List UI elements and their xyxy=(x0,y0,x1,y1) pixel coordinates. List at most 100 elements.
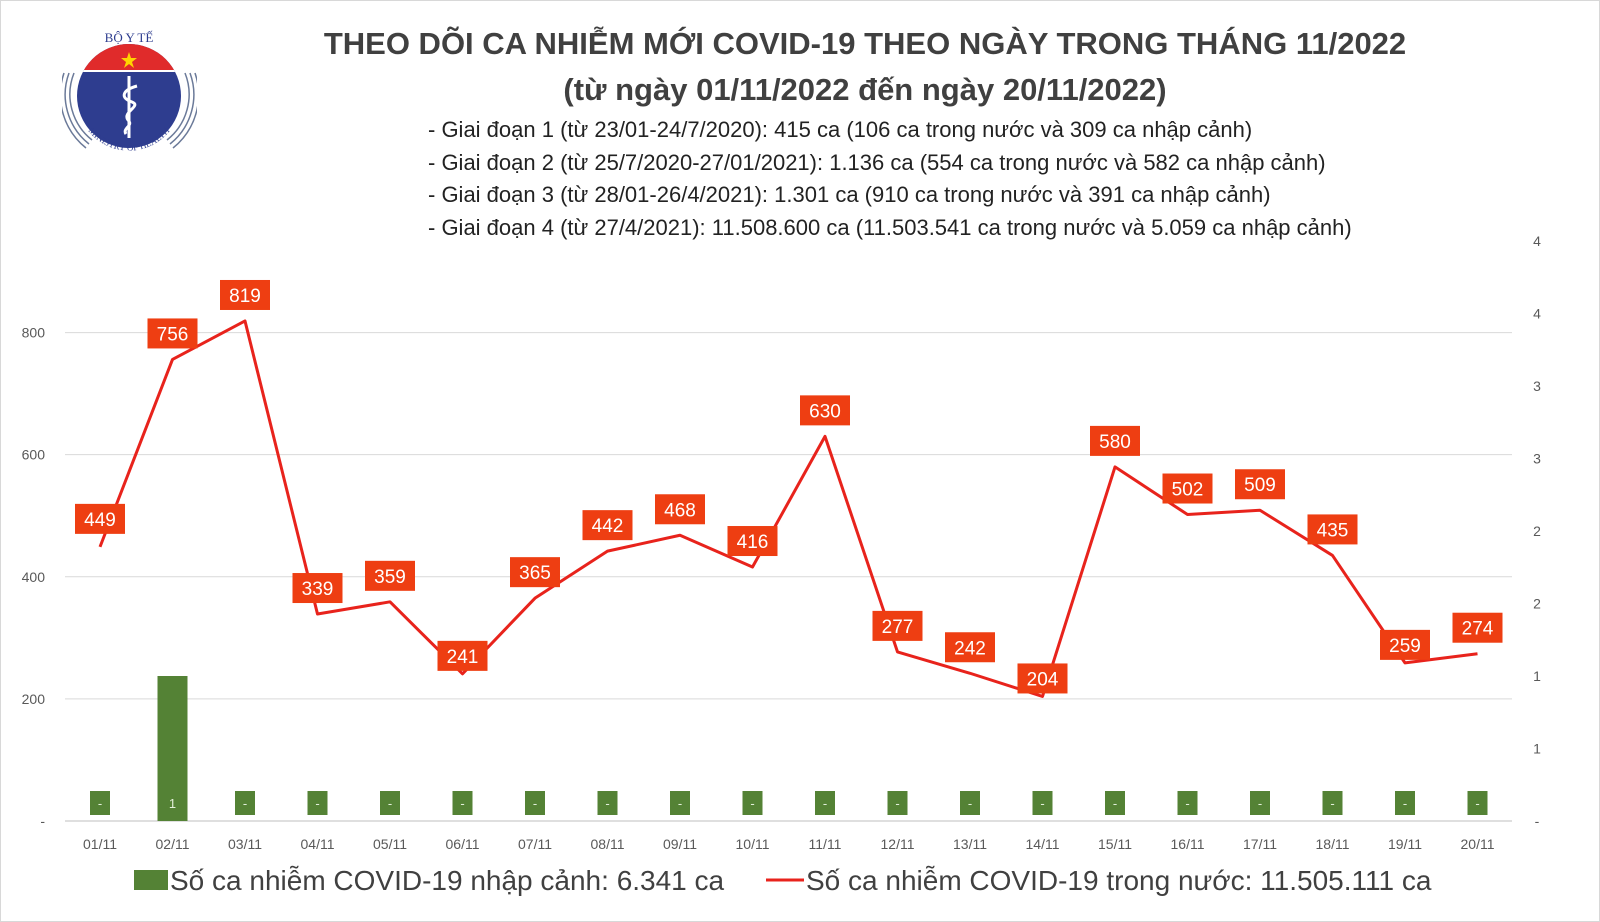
import-bar-label: - xyxy=(1475,796,1479,811)
import-bar-label-bg xyxy=(525,791,545,815)
import-bar-label: - xyxy=(1040,796,1044,811)
right-axis-tick: 1 xyxy=(1533,668,1541,684)
domestic-data-label-bg xyxy=(872,610,923,641)
domestic-data-label: 819 xyxy=(229,286,261,307)
domestic-data-label-bg xyxy=(1162,473,1213,504)
stage-1: - Giai đoạn 1 (từ 23/01-24/7/2020): 415 … xyxy=(428,117,1253,142)
domestic-data-label: 630 xyxy=(809,401,841,422)
import-bar-label: - xyxy=(243,796,247,811)
left-axis-tick: 800 xyxy=(22,325,46,341)
x-axis-tick: 06/11 xyxy=(446,836,480,852)
x-axis-tick: 14/11 xyxy=(1026,836,1060,852)
import-bar-label-bg xyxy=(960,791,980,815)
domestic-data-label-bg xyxy=(292,573,343,604)
chart-title: THEO DÕI CA NHIỄM MỚI COVID-19 THEO NGÀY… xyxy=(323,26,1407,61)
import-bar-label: - xyxy=(605,796,609,811)
domestic-data-label-bg xyxy=(510,557,560,588)
import-bar-label: - xyxy=(533,796,537,811)
domestic-data-label: 259 xyxy=(1389,636,1421,657)
x-axis-tick: 16/11 xyxy=(1171,836,1205,852)
x-axis-tick: 09/11 xyxy=(663,836,697,852)
import-bar-label-bg xyxy=(90,791,110,815)
import-bar-label: - xyxy=(1185,796,1189,811)
import-bar-label: - xyxy=(968,796,972,811)
import-bar-label-bg xyxy=(815,791,835,815)
x-axis-tick: 11/11 xyxy=(809,836,842,852)
x-axis-tick: 12/11 xyxy=(881,836,915,852)
domestic-data-label: 449 xyxy=(84,510,116,531)
import-bar-label-bg xyxy=(1467,791,1488,815)
import-bar-label-bg xyxy=(235,791,255,815)
domestic-data-label-bg xyxy=(147,318,198,349)
right-axis-tick: 4 xyxy=(1533,306,1541,322)
stage-summary: - Giai đoạn 1 (từ 23/01-24/7/2020): 415 … xyxy=(428,114,1352,244)
domestic-data-label: 502 xyxy=(1172,480,1204,501)
import-bar-label: - xyxy=(98,796,102,811)
domestic-data-label: 442 xyxy=(592,516,624,537)
import-bar-label: - xyxy=(315,796,319,811)
domestic-data-label: 580 xyxy=(1099,432,1131,453)
import-bar-label: - xyxy=(388,796,392,811)
import-bar-label: - xyxy=(823,796,827,811)
domestic-data-label: 756 xyxy=(157,324,189,345)
import-bar-label: - xyxy=(1403,796,1407,811)
x-axis-tick: 13/11 xyxy=(953,836,987,852)
domestic-data-label: 509 xyxy=(1244,475,1276,496)
domestic-data-label: 365 xyxy=(519,563,551,584)
left-axis-tick: - xyxy=(40,813,45,829)
domestic-line xyxy=(98,319,1478,698)
x-axis-tick: 02/11 xyxy=(156,836,190,852)
domestic-data-label-bg xyxy=(1017,663,1068,694)
import-bar-label-bg xyxy=(380,791,400,815)
domestic-data-label: 241 xyxy=(447,647,479,668)
domestic-data-label: 359 xyxy=(374,567,406,588)
domestic-data-label: 339 xyxy=(302,579,334,600)
import-bar-label-bg xyxy=(307,791,328,815)
import-bar-label-bg xyxy=(162,791,183,815)
import-bar-label: - xyxy=(678,796,682,811)
legend-swatch-import xyxy=(134,870,168,890)
import-bar-label-bg xyxy=(1322,791,1343,815)
import-bar-label-bg xyxy=(1177,791,1198,815)
domestic-data-label-bg xyxy=(1452,612,1503,643)
x-axis-tick: 03/11 xyxy=(228,836,262,852)
domestic-data-label: 242 xyxy=(954,638,986,659)
x-axis-tick: 19/11 xyxy=(1388,836,1422,852)
domestic-data-label-bg xyxy=(220,279,270,310)
import-bar-label-bg xyxy=(452,791,473,815)
domestic-data-label-bg xyxy=(945,632,995,663)
import-bar-label-bg xyxy=(597,791,618,815)
x-axis-tick: 17/11 xyxy=(1243,836,1277,852)
domestic-data-label-bg xyxy=(582,510,633,541)
domestic-data-label-bg xyxy=(365,560,415,591)
domestic-data-label-bg xyxy=(75,503,125,534)
import-bar-label: - xyxy=(895,796,899,811)
x-axis-tick: 18/11 xyxy=(1316,836,1350,852)
import-bar-label: - xyxy=(1113,796,1117,811)
domestic-data-label: 416 xyxy=(737,532,769,553)
right-axis-tick: 2 xyxy=(1533,523,1541,539)
domestic-data-label: 274 xyxy=(1462,619,1494,640)
x-axis-tick: 08/11 xyxy=(591,836,625,852)
domestic-data-label-bg xyxy=(727,526,778,557)
domestic-data-label-bg xyxy=(1235,469,1285,500)
import-bar-label-bg xyxy=(670,791,690,815)
stage-4: - Giai đoạn 4 (từ 27/4/2021): 11.508.600… xyxy=(428,214,1352,240)
x-axis-tick: 20/11 xyxy=(1461,836,1495,852)
domestic-data-label-bg xyxy=(655,494,705,525)
import-bar-label-bg xyxy=(887,791,908,815)
domestic-data-label-bg xyxy=(800,395,850,426)
right-axis-tick: 4 xyxy=(1533,233,1541,249)
domestic-data-label: 468 xyxy=(664,500,696,521)
right-axis-tick: - xyxy=(1535,813,1540,829)
import-bar-label: - xyxy=(1330,796,1334,811)
import-bar-label: 1 xyxy=(169,796,176,811)
legend-label-domestic: Số ca nhiễm COVID-19 trong nước: 11.505.… xyxy=(806,865,1432,896)
stage-2: - Giai đoạn 2 (từ 25/7/2020-27/01/2021):… xyxy=(428,149,1326,175)
import-bar-label-bg xyxy=(1032,791,1053,815)
import-bar-label: - xyxy=(460,796,464,811)
svg-text:BỘ Y TẾ: BỘ Y TẾ xyxy=(105,30,154,45)
x-axis-tick: 07/11 xyxy=(518,836,552,852)
legend-label-import: Số ca nhiễm COVID-19 nhập cảnh: 6.341 ca xyxy=(170,865,725,896)
domestic-data-label-bg xyxy=(1090,425,1140,456)
